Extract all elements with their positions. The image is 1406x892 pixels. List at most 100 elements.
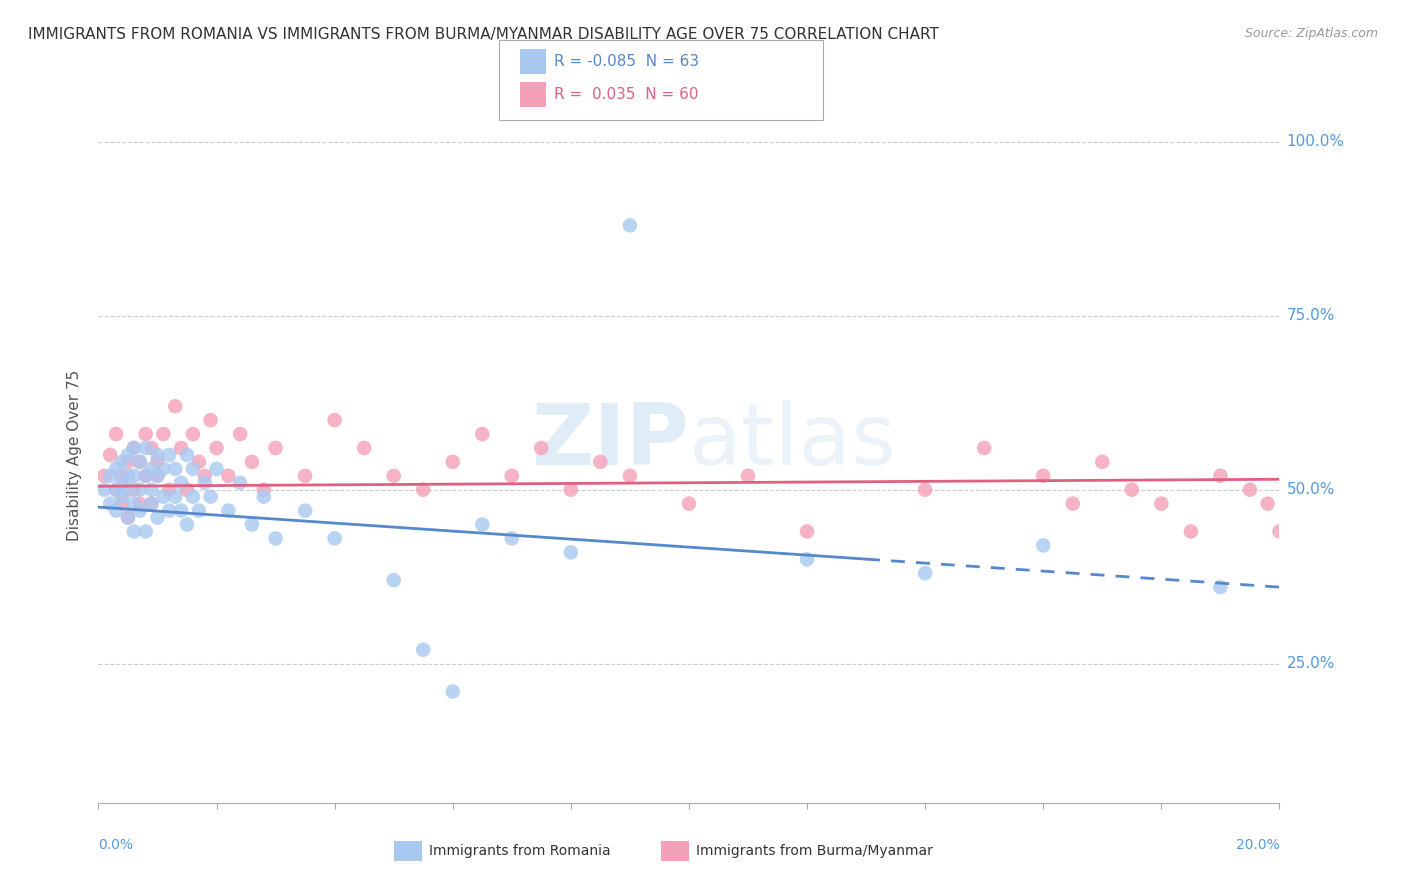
Point	[264, 532, 287, 546]
Point	[152, 490, 174, 504]
Point	[187, 455, 209, 469]
Text: 50.0%: 50.0%	[1286, 483, 1334, 497]
Point	[93, 483, 115, 497]
Point	[619, 468, 641, 483]
Point	[1239, 483, 1261, 497]
Point	[117, 510, 139, 524]
Point	[1150, 497, 1173, 511]
Point	[135, 468, 157, 483]
Point	[501, 468, 523, 483]
Point	[294, 468, 316, 483]
Point	[181, 490, 204, 504]
Point	[135, 524, 157, 539]
Point	[146, 448, 169, 462]
Point	[382, 573, 405, 587]
Point	[105, 462, 128, 476]
Text: Source: ZipAtlas.com: Source: ZipAtlas.com	[1244, 27, 1378, 40]
Point	[165, 462, 187, 476]
Point	[229, 427, 252, 442]
Point	[105, 503, 128, 517]
Point	[181, 427, 204, 442]
Point	[105, 483, 128, 497]
Point	[441, 455, 464, 469]
Point	[146, 455, 169, 469]
Point	[135, 441, 157, 455]
Point	[200, 490, 222, 504]
Point	[157, 503, 180, 517]
Point	[105, 483, 128, 497]
Point	[412, 483, 434, 497]
Point	[152, 427, 174, 442]
Point	[501, 532, 523, 546]
Point	[141, 462, 163, 476]
Point	[105, 427, 128, 442]
Point	[141, 441, 163, 455]
Point	[128, 497, 150, 511]
Point	[194, 475, 217, 490]
Text: 75.0%: 75.0%	[1286, 309, 1334, 323]
Point	[240, 455, 263, 469]
Point	[135, 468, 157, 483]
Point	[1032, 468, 1054, 483]
Point	[117, 455, 139, 469]
Point	[117, 468, 139, 483]
Text: Immigrants from Burma/Myanmar: Immigrants from Burma/Myanmar	[696, 844, 932, 858]
Text: IMMIGRANTS FROM ROMANIA VS IMMIGRANTS FROM BURMA/MYANMAR DISABILITY AGE OVER 75 : IMMIGRANTS FROM ROMANIA VS IMMIGRANTS FR…	[28, 27, 939, 42]
Point	[471, 427, 494, 442]
Point	[240, 517, 263, 532]
Point	[1268, 524, 1291, 539]
Point	[111, 475, 134, 490]
Point	[176, 483, 198, 497]
Point	[93, 468, 115, 483]
Point	[122, 483, 145, 497]
Point	[1209, 468, 1232, 483]
Point	[176, 448, 198, 462]
Point	[914, 483, 936, 497]
Point	[111, 497, 134, 511]
Point	[98, 448, 121, 462]
Point	[128, 483, 150, 497]
Point	[205, 441, 228, 455]
Text: Immigrants from Romania: Immigrants from Romania	[429, 844, 610, 858]
Point	[441, 684, 464, 698]
Point	[111, 490, 134, 504]
Point	[122, 524, 145, 539]
Point	[181, 462, 204, 476]
Point	[229, 475, 252, 490]
Point	[200, 413, 222, 427]
Point	[117, 510, 139, 524]
Point	[217, 503, 239, 517]
Point	[117, 448, 139, 462]
Point	[796, 524, 818, 539]
Point	[194, 468, 217, 483]
Point	[98, 468, 121, 483]
Text: 100.0%: 100.0%	[1286, 135, 1344, 149]
Point	[117, 483, 139, 497]
Text: atlas: atlas	[689, 400, 897, 483]
Point	[382, 468, 405, 483]
Point	[111, 468, 134, 483]
Point	[589, 455, 612, 469]
Point	[122, 441, 145, 455]
Point	[165, 399, 187, 413]
Y-axis label: Disability Age Over 75: Disability Age Over 75	[67, 369, 83, 541]
Point	[146, 468, 169, 483]
Point	[1032, 538, 1054, 552]
Point	[264, 441, 287, 455]
Point	[146, 510, 169, 524]
Point	[111, 455, 134, 469]
Point	[187, 503, 209, 517]
Point	[157, 483, 180, 497]
Point	[560, 483, 582, 497]
Point	[122, 497, 145, 511]
Point	[141, 497, 163, 511]
Point	[253, 490, 276, 504]
Point	[98, 497, 121, 511]
Text: ZIP: ZIP	[531, 400, 689, 483]
Text: 20.0%: 20.0%	[1236, 838, 1279, 853]
Point	[128, 455, 150, 469]
Point	[170, 475, 193, 490]
Point	[1091, 455, 1114, 469]
Point	[1209, 580, 1232, 594]
Point	[530, 441, 553, 455]
